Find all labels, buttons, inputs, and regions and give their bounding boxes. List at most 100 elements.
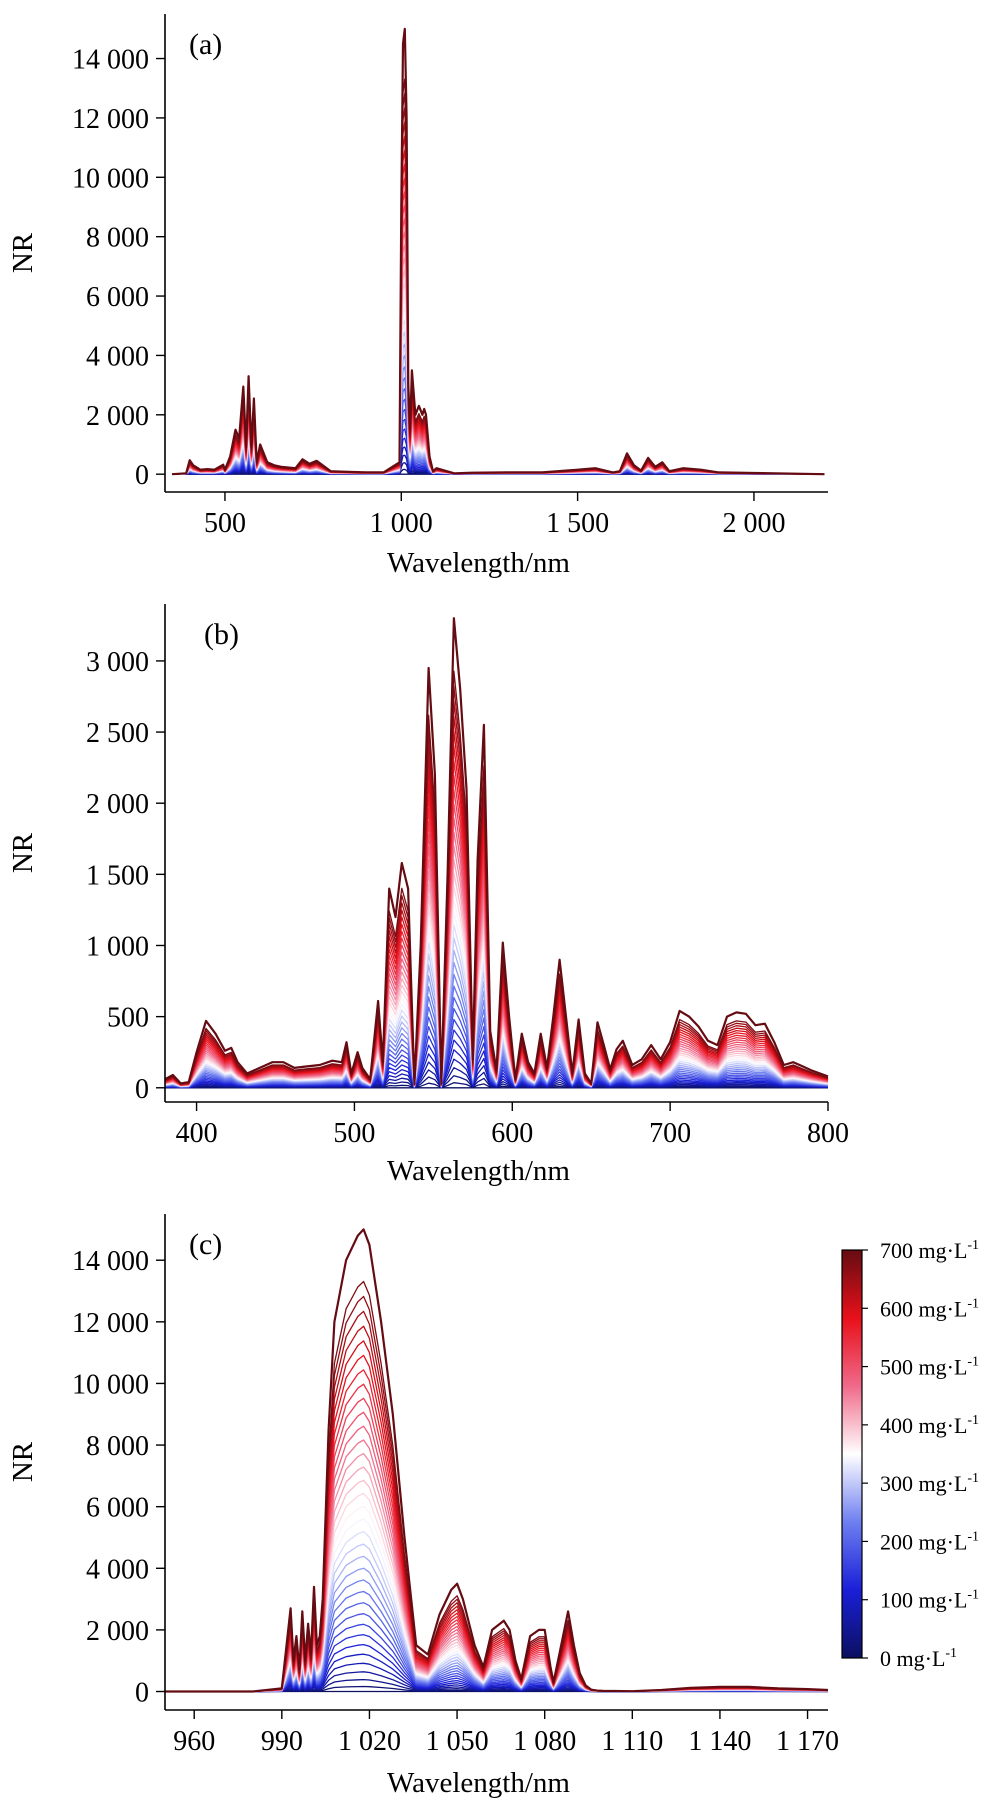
x-tick-label: 700 <box>649 1118 691 1149</box>
colorbar-label-sup: -1 <box>967 1413 979 1428</box>
spectrum-line <box>165 1280 829 1693</box>
x-tick-label: 1 140 <box>688 1726 751 1757</box>
spectrum-line <box>164 789 829 1086</box>
colorbar-label-text: 200 mg·L <box>880 1529 967 1554</box>
colorbar-label-text: 100 mg·L <box>880 1588 967 1613</box>
y-tick-label: 10 000 <box>72 1369 149 1400</box>
panel-b-curves <box>164 617 829 1089</box>
x-tick-label: 960 <box>173 1726 215 1757</box>
colorbar-label-text: 600 mg·L <box>880 1296 967 1321</box>
x-tick-label: 1 050 <box>426 1726 489 1757</box>
y-tick-label: 1 500 <box>86 860 149 891</box>
x-tick-label: 800 <box>807 1118 849 1149</box>
spectrum-line <box>172 269 825 475</box>
spectrum-line <box>172 135 825 475</box>
panel-a-label: (a) <box>189 28 222 61</box>
spectrum-line <box>164 617 829 1085</box>
x-tick-label: 500 <box>333 1118 375 1149</box>
colorbar-label-sup: -1 <box>967 1238 979 1253</box>
colorbar-label-sup: -1 <box>967 1471 979 1486</box>
spectrum-line <box>165 1340 829 1693</box>
spectrum-line <box>172 78 825 475</box>
spectrum-line <box>172 204 825 475</box>
colorbar-label: 100 mg·L-1 <box>880 1588 979 1613</box>
colorbar-label-sup: -1 <box>967 1296 979 1311</box>
spectrum-line <box>172 387 825 475</box>
y-tick-label: 0 <box>135 460 149 491</box>
x-tick-label: 1 020 <box>338 1726 401 1757</box>
spectrum-line <box>164 774 829 1086</box>
spectrum-line <box>172 354 825 475</box>
panel-b-ticks: 400 500 600 700 800 0 500 1 000 1 500 2 000 2 500 3… <box>86 647 849 1149</box>
y-tick-label: 0 <box>135 1074 149 1105</box>
y-tick-label: 10 000 <box>72 163 149 194</box>
spectrum-line <box>165 1325 829 1693</box>
colorbar-gradient <box>841 1249 863 1659</box>
panel-a: 500 1 000 1 500 2 000 0 2 000 4 000 6 000 8 000 1… <box>7 14 828 579</box>
x-tick-label: 1 110 <box>601 1726 663 1757</box>
spectrum-line <box>172 319 825 475</box>
colorbar-label-sup: -1 <box>967 1529 979 1544</box>
y-tick-label: 0 <box>135 1678 149 1709</box>
spectrum-line <box>172 177 825 475</box>
spectrum-line <box>172 231 825 475</box>
spectrum-line <box>172 92 825 475</box>
panel-c-x-axis-title: Wavelength/nm <box>387 1767 570 1799</box>
panel-c-label: (c) <box>189 1228 222 1261</box>
y-tick-label: 14 000 <box>72 45 149 76</box>
y-tick-label: 1 000 <box>86 931 149 962</box>
spectrum-line <box>172 244 825 475</box>
x-tick-label: 1 500 <box>546 508 609 539</box>
spectrum-line <box>172 190 825 475</box>
spectrum-line <box>164 817 829 1086</box>
spectrum-line <box>172 331 825 475</box>
spectrum-line <box>165 1602 829 1693</box>
spectrum-line <box>165 1383 829 1693</box>
colorbar-label-sup: -1 <box>967 1588 979 1603</box>
colorbar-label-text: 300 mg·L <box>880 1471 967 1496</box>
x-tick-label: 1 000 <box>370 508 433 539</box>
spectrum-line <box>172 257 825 475</box>
y-tick-label: 14 000 <box>72 1246 149 1277</box>
x-tick-label: 1 080 <box>513 1726 576 1757</box>
y-tick-label: 4 000 <box>86 341 149 372</box>
y-tick-label: 2 000 <box>86 789 149 820</box>
colorbar-label-sup: -1 <box>967 1355 979 1370</box>
spectrum-line <box>172 163 825 475</box>
spectrum-line <box>172 295 825 475</box>
spectrum-line <box>172 149 825 475</box>
spectrum-line <box>165 1354 829 1693</box>
spectrum-line <box>164 760 829 1086</box>
spectrum-line <box>164 831 829 1087</box>
colorbar-label: 400 mg·L-1 <box>880 1413 979 1438</box>
spectrum-line <box>172 366 825 475</box>
colorbar-label-text: 400 mg·L <box>880 1413 967 1438</box>
y-tick-label: 2 000 <box>86 1616 149 1647</box>
colorbar-label: 700 mg·L-1 <box>880 1238 979 1263</box>
spectrum-line <box>172 107 825 475</box>
y-tick-label: 3 000 <box>86 647 149 678</box>
y-tick-label: 2 000 <box>86 401 149 432</box>
spectrum-line <box>165 1228 829 1693</box>
colorbar-label-text: 500 mg·L <box>880 1355 967 1380</box>
spectrum-line <box>172 377 825 475</box>
panel-c-curves <box>165 1228 829 1693</box>
x-tick-label: 600 <box>491 1118 533 1149</box>
y-tick-label: 2 500 <box>86 718 149 749</box>
spectrum-line <box>164 803 829 1086</box>
x-tick-label: 400 <box>176 1118 218 1149</box>
y-tick-label: 12 000 <box>72 1308 149 1339</box>
spectrum-line <box>172 343 825 475</box>
panel-a-x-axis-title: Wavelength/nm <box>387 547 570 579</box>
spectrum-line <box>165 1369 829 1693</box>
y-tick-label: 8 000 <box>86 1431 149 1462</box>
colorbar-label: 0 mg·L-1 <box>880 1646 957 1671</box>
y-tick-label: 500 <box>107 1003 149 1034</box>
panel-b-y-axis-title: NR <box>7 832 39 873</box>
x-tick-label: 1 170 <box>776 1726 839 1757</box>
panel-a-curves <box>172 27 825 476</box>
spectrum-line <box>172 121 825 475</box>
colorbar-label: 300 mg·L-1 <box>880 1471 979 1496</box>
